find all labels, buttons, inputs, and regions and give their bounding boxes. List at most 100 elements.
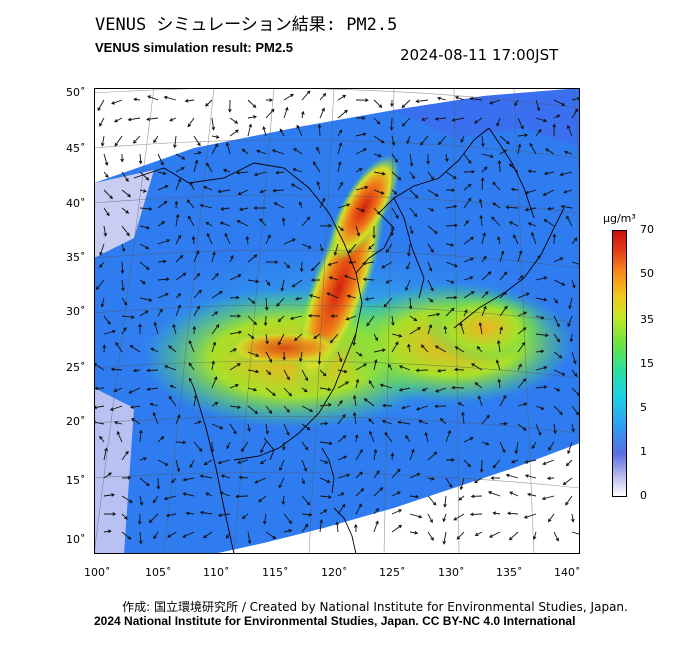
wind-arrow [301, 216, 311, 227]
wind-arrow [148, 513, 159, 524]
wind-arrow [121, 495, 133, 503]
wind-arrow [103, 315, 111, 325]
wind-arrow [437, 368, 447, 373]
wind-arrow [565, 459, 573, 467]
wind-arrow [492, 202, 501, 209]
wind-arrow [236, 220, 249, 227]
wind-arrow [478, 198, 483, 209]
wind-arrow [311, 261, 321, 272]
wind-arrow [168, 395, 177, 407]
wind-arrow [409, 448, 415, 461]
wind-arrow [157, 259, 167, 264]
wind-arrow [373, 333, 378, 342]
wind-arrow [319, 197, 326, 209]
wind-arrow [173, 135, 177, 149]
wind-arrow [319, 107, 325, 119]
wind-arrow [265, 108, 275, 119]
wind-arrow [289, 315, 303, 321]
wind-arrow [103, 207, 110, 217]
wind-arrow [259, 459, 267, 465]
wind-arrow [481, 271, 492, 281]
wind-arrow [553, 315, 560, 328]
wind-arrow [481, 166, 488, 173]
wind-arrow [241, 441, 249, 453]
wind-arrow [517, 133, 529, 138]
wind-arrow [131, 418, 141, 425]
wind-arrow [348, 243, 357, 254]
wind-arrow [517, 423, 527, 431]
wind-arrow [153, 135, 159, 144]
wind-arrow [445, 223, 459, 228]
wind-arrow [553, 114, 561, 119]
wind-arrow [569, 333, 574, 343]
colorbar [612, 230, 627, 497]
wind-arrow [387, 363, 393, 371]
wind-arrow [139, 297, 153, 302]
wind-arrow [409, 513, 423, 519]
wind-arrow [384, 432, 393, 443]
wind-arrow [301, 477, 305, 485]
wind-arrow [175, 167, 185, 173]
wind-arrow [114, 135, 123, 147]
wind-arrow [427, 531, 434, 541]
wind-arrow [463, 183, 472, 191]
wind-arrow [265, 351, 273, 363]
wind-arrow [229, 129, 239, 137]
wind-arrow [373, 448, 378, 461]
wind-arrow [499, 149, 507, 155]
wind-arrow [473, 117, 483, 124]
wind-arrow [103, 472, 112, 479]
wind-arrow [535, 276, 548, 281]
wind-arrow [229, 405, 242, 410]
wind-arrow [535, 423, 542, 436]
wind-arrow [157, 171, 167, 176]
wind-arrow [247, 279, 260, 284]
wind-arrow [103, 493, 116, 497]
wind-arrow [427, 189, 439, 197]
wind-arrow [103, 189, 113, 200]
wind-arrow [229, 363, 241, 371]
wind-arrow [510, 459, 519, 464]
wind-arrow [265, 369, 272, 376]
wind-arrow [129, 405, 141, 409]
wind-arrow [527, 492, 537, 497]
wind-arrow [329, 333, 339, 344]
wind-arrow [308, 294, 321, 299]
wind-arrow [121, 513, 128, 520]
wind-arrow [481, 290, 489, 299]
lon-label-130: 130˚ [438, 566, 465, 579]
wind-arrow [229, 117, 239, 124]
colorbar-tick-1: 1 [640, 445, 647, 458]
wind-arrow [419, 135, 429, 146]
wind-arrow [319, 421, 329, 426]
lat-label-35: 35˚ [66, 251, 86, 264]
wind-arrow [391, 468, 401, 479]
license-line: 2024 National Institute for Environmenta… [94, 614, 576, 628]
wind-arrow [407, 343, 411, 353]
wind-arrow [495, 359, 501, 371]
wind-arrow [265, 98, 274, 102]
wind-arrow [571, 513, 575, 523]
wind-arrow [373, 520, 379, 533]
wind-arrow [282, 441, 286, 451]
wind-arrow [427, 312, 441, 317]
wind-arrow [139, 429, 143, 443]
wind-arrow [492, 459, 501, 469]
wind-arrow [121, 171, 129, 182]
wind-arrow [527, 222, 537, 227]
wind-arrow [307, 313, 321, 318]
wind-arrow [553, 99, 566, 106]
wind-arrow [517, 378, 527, 389]
wind-arrow [571, 237, 578, 245]
wind-arrow [256, 149, 267, 155]
wind-arrow [205, 221, 213, 227]
wind-arrow [278, 477, 285, 489]
wind-arrow [205, 492, 213, 497]
wind-arrow [373, 117, 381, 125]
wind-arrow [401, 117, 411, 127]
wind-arrow [283, 529, 293, 533]
wind-arrow [97, 99, 105, 112]
wind-arrow [391, 524, 403, 533]
wind-arrow [499, 326, 503, 335]
wind-arrow [184, 99, 195, 103]
